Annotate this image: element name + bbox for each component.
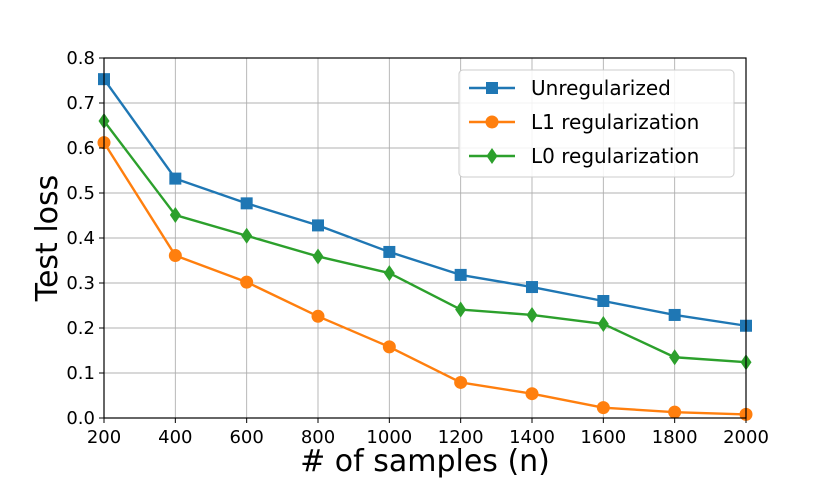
x-tick-label: 2000 <box>723 427 769 448</box>
data-point <box>455 301 467 318</box>
legend-item: L0 regularization <box>469 144 699 168</box>
legend-label: Unregularized <box>531 76 671 100</box>
series-line <box>102 141 747 416</box>
data-point <box>526 281 538 294</box>
legend-item: L1 regularization <box>469 110 699 134</box>
legend-marker <box>486 148 498 164</box>
x-tick-label: 1400 <box>509 427 555 448</box>
data-point <box>382 340 396 354</box>
x-tick-label: 1000 <box>366 427 412 448</box>
x-tick-label: 1600 <box>580 427 626 448</box>
data-point <box>668 405 682 419</box>
y-tick-label: 0.6 <box>66 138 95 159</box>
series-line <box>103 120 747 364</box>
y-tick-label: 0.8 <box>66 48 95 69</box>
legend-marker <box>485 115 499 129</box>
x-tick-label: 800 <box>301 427 335 448</box>
data-point <box>454 268 467 281</box>
data-point <box>454 375 468 389</box>
data-point <box>241 227 253 244</box>
data-point <box>312 248 324 265</box>
x-tick-label: 400 <box>158 427 192 448</box>
data-point <box>168 249 182 263</box>
y-tick-label: 0.3 <box>66 273 95 294</box>
y-axis-label: Test loss <box>30 175 65 303</box>
series-line <box>103 78 747 327</box>
data-point <box>669 349 681 366</box>
y-tick-label: 0.7 <box>66 93 95 114</box>
data-point <box>383 265 395 282</box>
data-point <box>526 306 538 323</box>
data-point <box>240 275 254 289</box>
y-tick-label: 0.5 <box>66 183 95 204</box>
x-tick-label: 1200 <box>438 427 484 448</box>
legend-box <box>458 69 735 178</box>
y-tick-label: 0.0 <box>66 408 95 429</box>
data-point <box>169 172 182 185</box>
series-diamond <box>98 113 752 371</box>
legend-marker <box>486 82 498 94</box>
legend-label: L0 regularization <box>531 144 699 168</box>
data-point <box>169 207 181 224</box>
data-point <box>311 309 325 323</box>
x-tick-label: 1800 <box>652 427 698 448</box>
x-axis-label: # of samples (n) <box>300 444 550 479</box>
data-point <box>525 387 539 401</box>
data-point <box>383 245 396 258</box>
data-point <box>596 401 610 415</box>
legend-item: Unregularized <box>469 76 671 100</box>
y-tick-label: 0.2 <box>66 318 95 339</box>
data-point <box>668 308 681 321</box>
data-point <box>597 315 609 332</box>
legend: Unregularized L1 regularization L0 regular… <box>458 69 735 178</box>
x-tick-label: 200 <box>87 427 121 448</box>
y-tick-label: 0.1 <box>66 363 95 384</box>
x-tick-label: 600 <box>229 427 263 448</box>
data-point <box>597 295 610 307</box>
data-point <box>240 197 253 210</box>
data-point <box>312 219 324 232</box>
legend-label: L1 regularization <box>531 110 699 134</box>
series-square <box>98 73 752 332</box>
y-ticks: 0.0 0.1 0.2 0.3 0.4 0.5 0.6 0.7 0.8 <box>66 48 104 429</box>
series-circle <box>97 136 753 421</box>
y-tick-label: 0.4 <box>66 228 95 249</box>
x-ticks: 200 400 600 800 1000 1200 1400 1600 1800 2000 <box>87 418 769 448</box>
